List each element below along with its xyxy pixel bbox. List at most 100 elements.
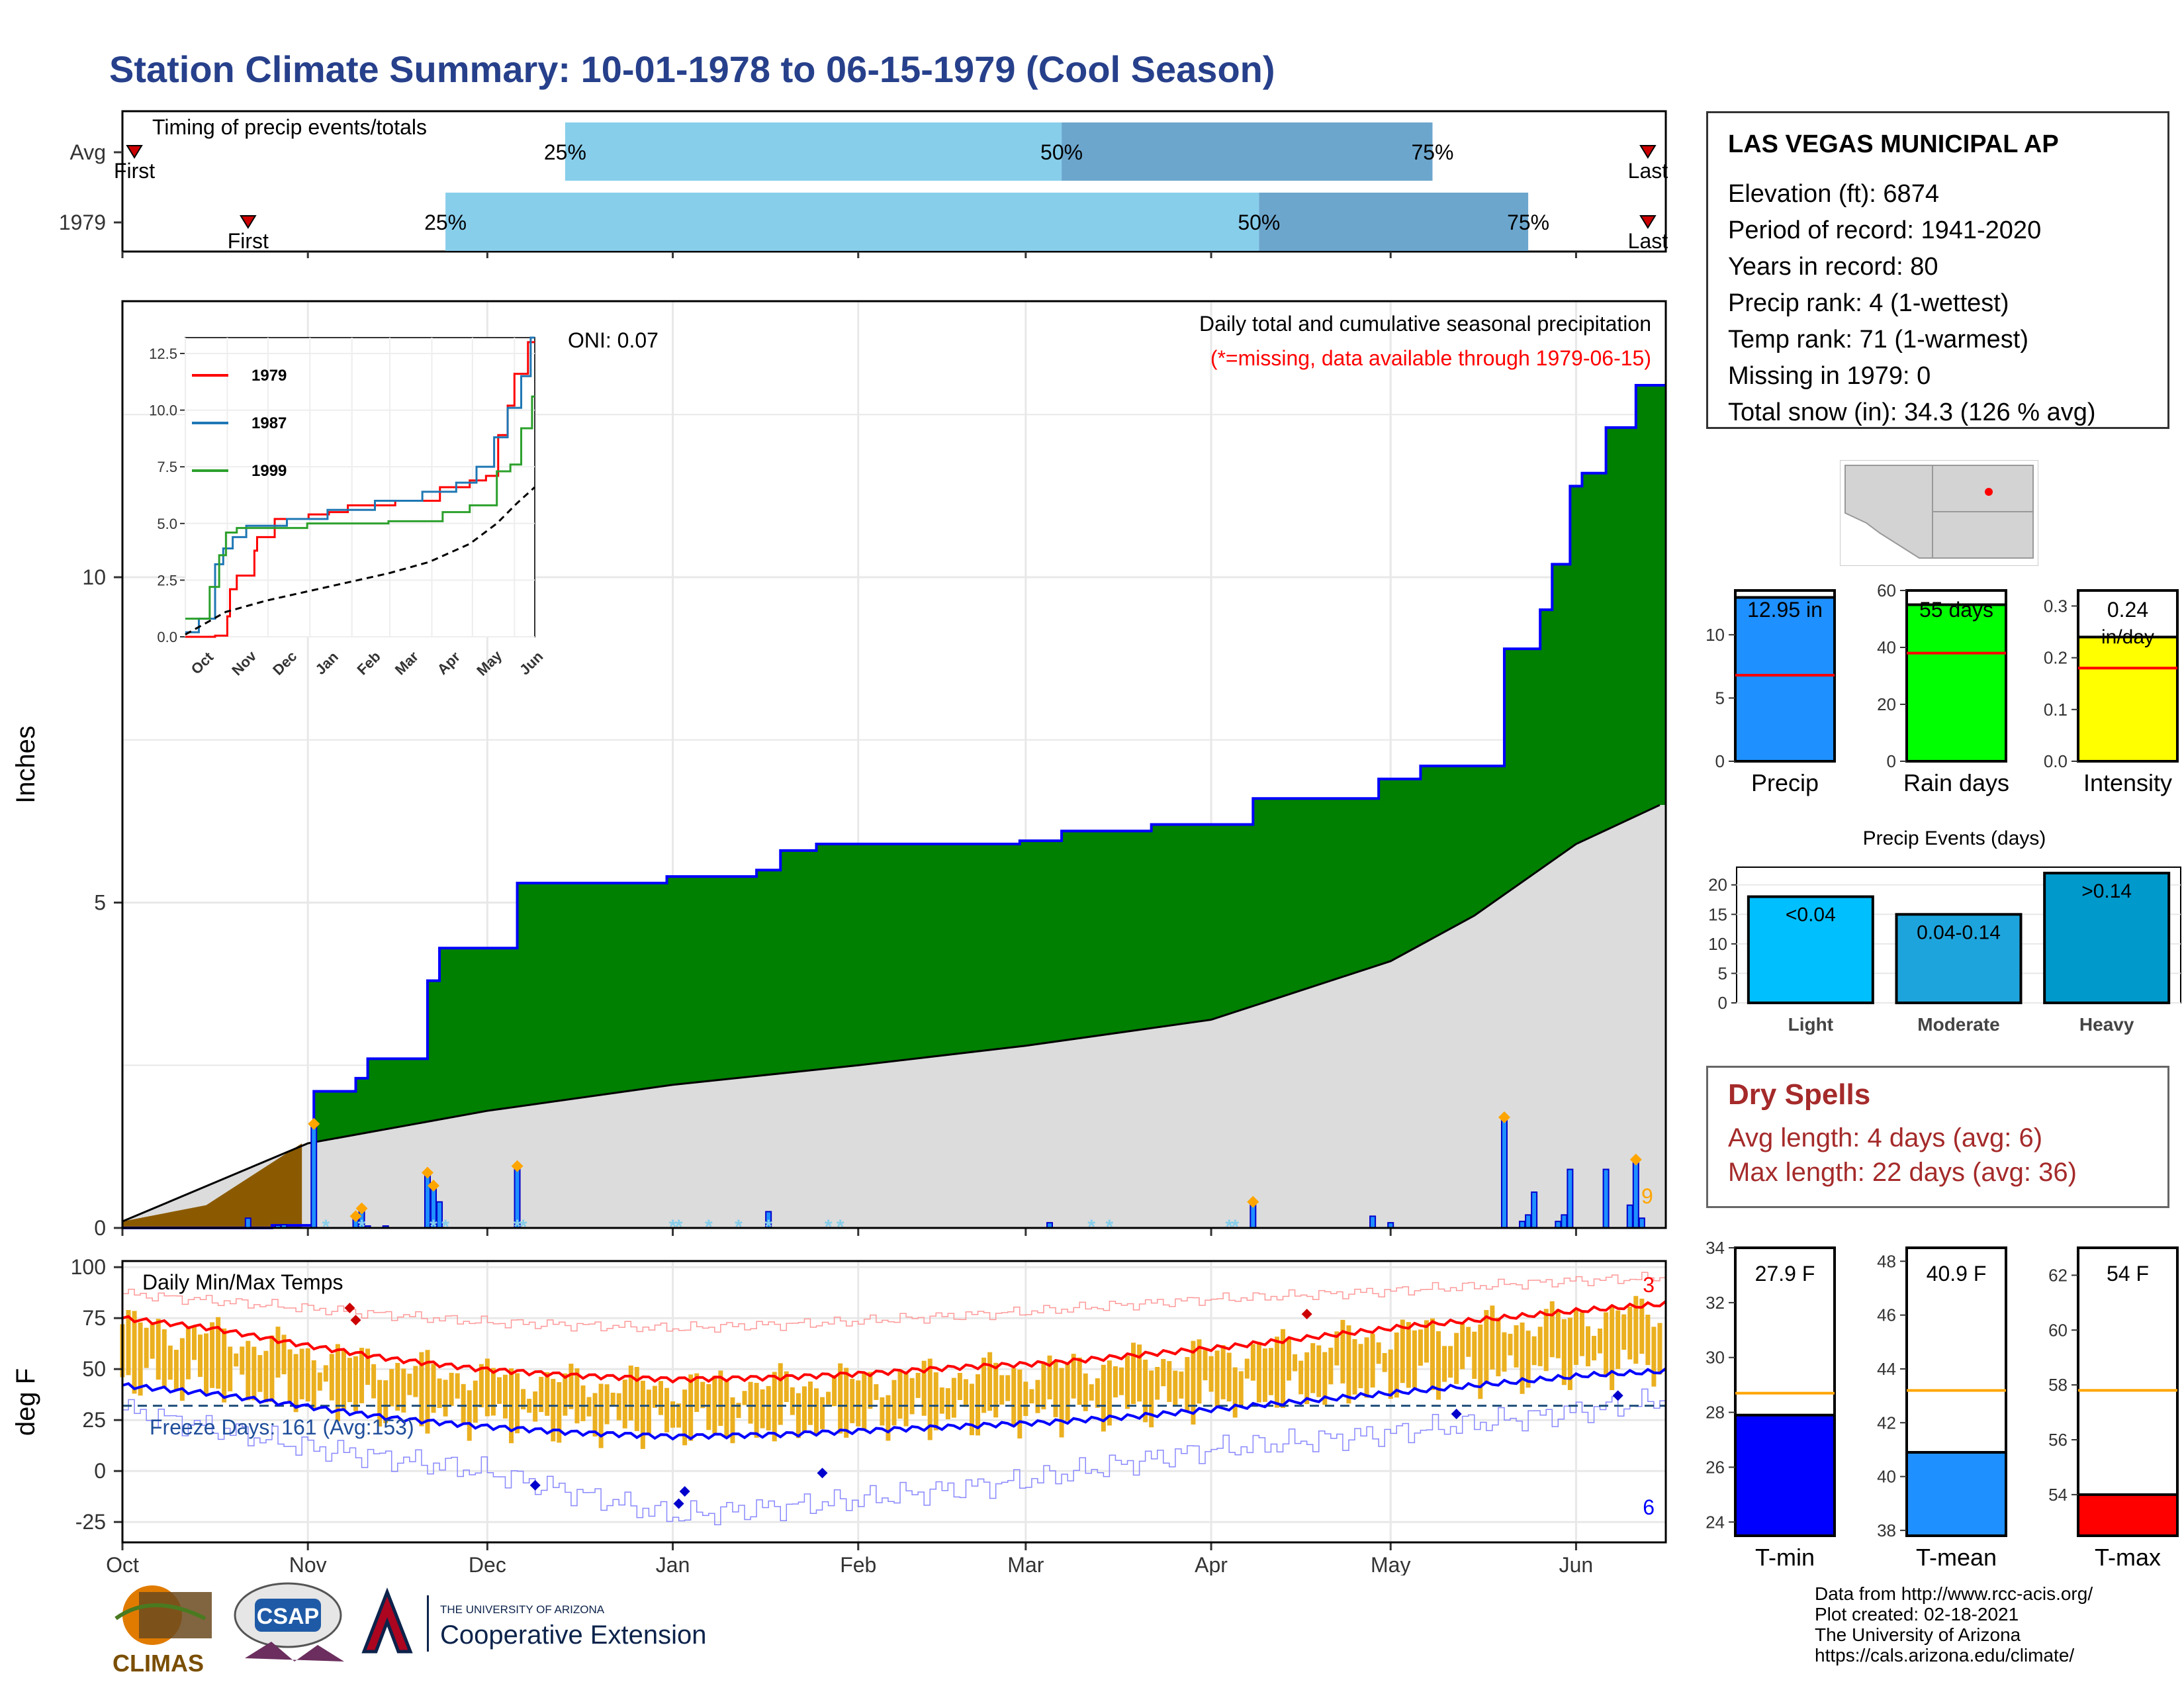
daily-temp-bar <box>449 1372 454 1406</box>
daily-temp-bar <box>1466 1327 1471 1357</box>
daily-temp-bar <box>234 1353 239 1367</box>
climas-logo[interactable]: CLIMAS <box>113 1585 212 1677</box>
daily-temp-bar <box>790 1387 795 1415</box>
inset-ytick-label: 12.5 <box>149 346 177 362</box>
daily-temp-bar <box>891 1380 897 1426</box>
bar-panel-category-label: T-max <box>2095 1544 2161 1571</box>
daily-temp-bar <box>1585 1326 1590 1367</box>
daily-temp-bar <box>1185 1356 1190 1411</box>
daily-temp-bar <box>1454 1333 1459 1384</box>
precip-event-bar-label: <0.04 <box>1786 904 1836 926</box>
timing-bar-25-50 <box>445 193 1259 251</box>
daily-temp-bar <box>724 1380 729 1438</box>
inset-ytick-label: 5.0 <box>157 516 177 532</box>
daily-temp-bar <box>1053 1362 1058 1417</box>
daily-temp-bar <box>269 1335 275 1402</box>
daily-temp-bar <box>628 1365 633 1421</box>
daily-temp-bar <box>1131 1342 1136 1405</box>
precip-event-bar-label: >0.14 <box>2081 880 2132 902</box>
daily-temp-bar <box>1436 1331 1441 1400</box>
daily-temp-bar <box>1220 1345 1226 1399</box>
daily-temp-bar <box>317 1372 322 1391</box>
event-count-label: 9 <box>1641 1184 1653 1208</box>
bar-panel-ytick-label: 40 <box>1877 1467 1896 1487</box>
ua-logo-small-text: THE UNIVERSITY OF ARIZONA <box>440 1603 605 1616</box>
record-low-line <box>122 1388 1666 1526</box>
daily-temp-bar <box>897 1369 903 1419</box>
daily-temp-bar <box>1071 1354 1076 1399</box>
bar-panel-ytick-label: 0.0 <box>2044 751 2068 771</box>
daily-temp-bar <box>335 1344 340 1422</box>
daily-temp-bar <box>850 1378 855 1423</box>
daily-temp-bar <box>287 1349 293 1402</box>
precip-events-title: Precip Events (days) <box>1863 827 2046 849</box>
daily-temp-bar <box>970 1383 975 1436</box>
bar-panel-ytick-label: 30 <box>1706 1348 1725 1368</box>
bar-panel-ytick-label: 5 <box>1715 688 1725 708</box>
daily-temp-bar <box>1161 1358 1166 1387</box>
ua-logo[interactable]: THE UNIVERSITY OF ARIZONA Cooperative Ex… <box>357 1587 706 1655</box>
bar-panel-ytick-label: 0 <box>1887 751 1896 771</box>
daily-temp-bar <box>1346 1325 1351 1404</box>
credit-plot-created: Plot created: 02-18-2021 <box>1815 1604 2019 1624</box>
daily-temp-bar <box>700 1382 705 1409</box>
credit-url: https://cals.arizona.edu/climate/ <box>1815 1645 2075 1665</box>
pre-season-precip-area <box>122 1143 302 1228</box>
daily-temp-bar <box>1310 1343 1316 1393</box>
bar-panel-bar <box>1734 596 1836 763</box>
daily-temp-bar <box>1442 1346 1447 1382</box>
daily-precip-bar <box>244 1217 251 1229</box>
bar-panel-ytick-label: 10 <box>1706 625 1725 645</box>
daily-temp-bar <box>311 1360 316 1409</box>
daily-temp-bar <box>383 1380 388 1423</box>
daily-temp-bar <box>807 1381 813 1425</box>
daily-temp-bar <box>652 1385 657 1408</box>
record-low-marker <box>673 1498 684 1509</box>
precip-event-category: Light <box>1788 1014 1833 1035</box>
bar-panel-category-label: Intensity <box>2083 769 2172 796</box>
temp-ytick-label: -25 <box>75 1510 106 1534</box>
bar-panel-ytick-label: 58 <box>2048 1375 2068 1395</box>
daily-temp-bar <box>467 1390 472 1441</box>
daily-temp-bar <box>1412 1330 1417 1388</box>
bar-panel-category-label: T-min <box>1755 1544 1815 1571</box>
daily-temp-bar <box>455 1373 460 1399</box>
precip-subtitle: (*=missing, data available through 1979-… <box>1210 346 1651 370</box>
bar-panel-category-label: Rain days <box>1903 769 2009 796</box>
csap-logo-badge <box>255 1599 321 1632</box>
timing-p75-label: 75% <box>1507 211 1549 234</box>
bar-panel-ytick-label: 46 <box>1877 1305 1896 1325</box>
record-low-marker <box>679 1486 690 1497</box>
daily-temp-bar <box>216 1317 221 1389</box>
daily-temp-bar <box>401 1368 406 1413</box>
precip-event-bar <box>1895 913 2023 1004</box>
daily-temp-bar <box>880 1397 885 1426</box>
bar-panel-bar <box>1905 603 2007 763</box>
ua-logo-divider <box>427 1595 429 1652</box>
daily-temp-bar <box>676 1403 682 1428</box>
record-high-line <box>122 1272 1666 1333</box>
daily-temp-bar <box>1592 1336 1597 1361</box>
daily-temp-bar <box>551 1379 556 1442</box>
csap-logo[interactable]: CSAP <box>234 1582 344 1662</box>
daily-temp-bar <box>1232 1367 1238 1418</box>
daily-temp-bar <box>1484 1309 1489 1384</box>
daily-temp-bar <box>275 1327 281 1378</box>
daily-temp-bar <box>1531 1336 1537 1366</box>
inset-series-line <box>185 395 535 620</box>
daily-temp-bar <box>598 1383 604 1448</box>
station-snow: Total snow (in): 34.3 (126 % avg) <box>1728 399 2096 426</box>
month-label: May <box>1371 1553 1410 1575</box>
bar-panel-ytick-label: 24 <box>1706 1512 1725 1532</box>
daily-temp-bar <box>1203 1350 1208 1381</box>
daily-temp-bar <box>1460 1323 1465 1370</box>
daily-temp-bar <box>347 1358 352 1403</box>
daily-temp-bar <box>874 1384 879 1400</box>
dry-spells-box: Dry Spells Avg length: 4 days (avg: 6) M… <box>1706 1066 2169 1208</box>
month-label: Jun <box>1559 1553 1594 1575</box>
inset-average-line <box>185 486 536 635</box>
daily-temp-bar <box>610 1392 615 1407</box>
daily-temp-bar <box>688 1374 694 1441</box>
daily-temp-bar <box>844 1368 849 1438</box>
daily-temp-bar <box>939 1387 944 1414</box>
